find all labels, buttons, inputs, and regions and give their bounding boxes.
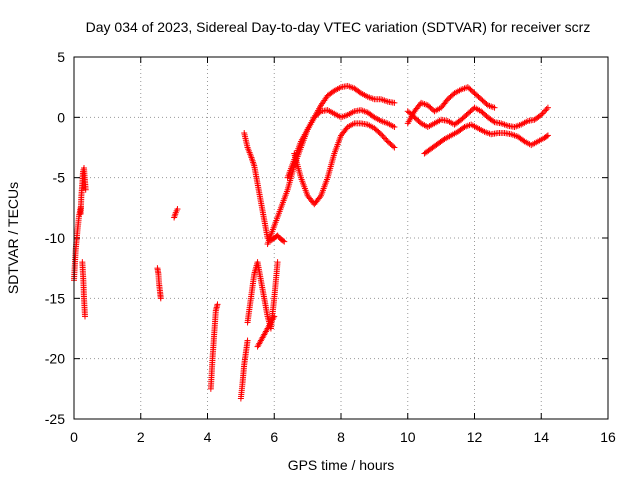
data-point (316, 194, 323, 201)
x-tick-label: 12 (467, 429, 483, 445)
y-axis-label: SDTVAR / TECUs (5, 182, 21, 294)
data-point (391, 123, 398, 130)
series-track-c (79, 259, 89, 320)
series-track-f (207, 301, 221, 392)
x-axis-label: GPS time / hours (288, 457, 395, 473)
data-point (157, 295, 164, 302)
data-point (450, 91, 457, 98)
y-tick-label: -15 (45, 290, 65, 306)
series-track-n (404, 84, 498, 127)
y-tick-label: 5 (57, 49, 65, 65)
y-tick-label: -20 (45, 351, 65, 367)
y-tick-label: -25 (45, 411, 65, 427)
data-point (329, 88, 336, 95)
data-point (542, 107, 549, 114)
data-point (370, 113, 377, 120)
data-point (440, 137, 447, 144)
data-point (378, 131, 385, 138)
data-point (416, 119, 423, 126)
series-track-e (171, 206, 181, 221)
data-point (281, 238, 288, 245)
series-track-i (244, 259, 281, 332)
data-point (543, 106, 550, 113)
x-tick-label: 14 (533, 429, 549, 445)
data-point (544, 132, 551, 139)
x-tick-label: 2 (137, 429, 145, 445)
x-tick-label: 10 (400, 429, 416, 445)
y-tick-labels: -25 -20 -15 -10 -5 0 5 (45, 49, 65, 427)
y-tick-label: 0 (57, 109, 65, 125)
series-track-o (404, 104, 551, 130)
data-point (379, 132, 386, 139)
series-track-b (77, 165, 89, 217)
series-track-p (421, 121, 551, 157)
series-track-l (284, 107, 398, 181)
data-point (483, 101, 490, 108)
data-point (274, 259, 281, 266)
y-tick-label: -5 (53, 170, 66, 186)
data-point (391, 99, 398, 106)
data-point (390, 143, 397, 150)
data-point (391, 144, 398, 151)
data-point (490, 118, 497, 125)
x-tick-label: 0 (70, 429, 78, 445)
data-point (383, 137, 390, 144)
data-point (244, 337, 251, 344)
data-point (174, 206, 181, 213)
chart-title: Day 034 of 2023, Sidereal Day-to-day VTE… (86, 19, 591, 35)
data-point (271, 313, 278, 320)
data-point (491, 104, 498, 111)
data-point (280, 237, 287, 244)
data-point (538, 111, 545, 118)
x-tick-label: 16 (600, 429, 616, 445)
series-track-j (254, 313, 278, 350)
data-point (356, 89, 363, 96)
x-tick-label: 4 (204, 429, 212, 445)
plot-frame (73, 56, 609, 420)
data-point (460, 124, 467, 131)
data-point (540, 109, 547, 116)
series-track-g (237, 337, 251, 402)
data-point (543, 133, 550, 140)
x-tick-labels: 0 2 4 6 8 10 12 14 16 (70, 429, 616, 445)
series-track-h (241, 130, 288, 245)
data-point (382, 135, 389, 142)
data-point (520, 137, 527, 144)
data-point (376, 130, 383, 137)
data-point (214, 301, 221, 308)
x-tick-label: 8 (337, 429, 345, 445)
data-points (71, 82, 551, 402)
data-point (82, 186, 89, 193)
data-point (544, 104, 551, 111)
data-point (539, 110, 546, 117)
data-point (380, 134, 387, 141)
y-tick-label: -10 (45, 230, 65, 246)
data-point (316, 109, 323, 116)
x-tick-label: 6 (270, 429, 278, 445)
series-track-m (291, 120, 398, 208)
series-track-d (154, 265, 164, 302)
grid-lines (74, 57, 608, 419)
data-point (82, 313, 89, 320)
